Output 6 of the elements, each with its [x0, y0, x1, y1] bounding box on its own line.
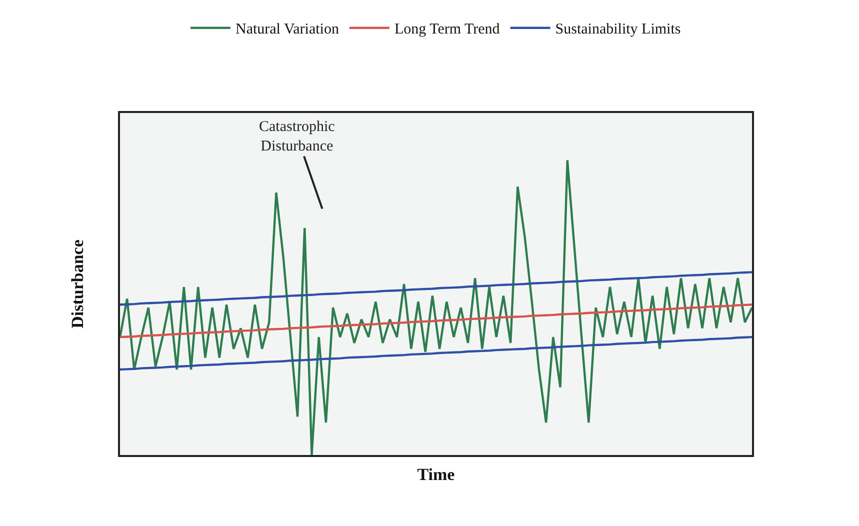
text: Catastrophic Disturbance — [259, 119, 336, 154]
legend-label: Long Term Trend — [394, 22, 500, 38]
legend-label: Natural Variation — [236, 22, 340, 38]
y-axis-title: Disturbance — [68, 239, 88, 328]
x-axis-title: Time — [417, 464, 456, 484]
legend-label: Sustainability Limits — [555, 22, 681, 38]
